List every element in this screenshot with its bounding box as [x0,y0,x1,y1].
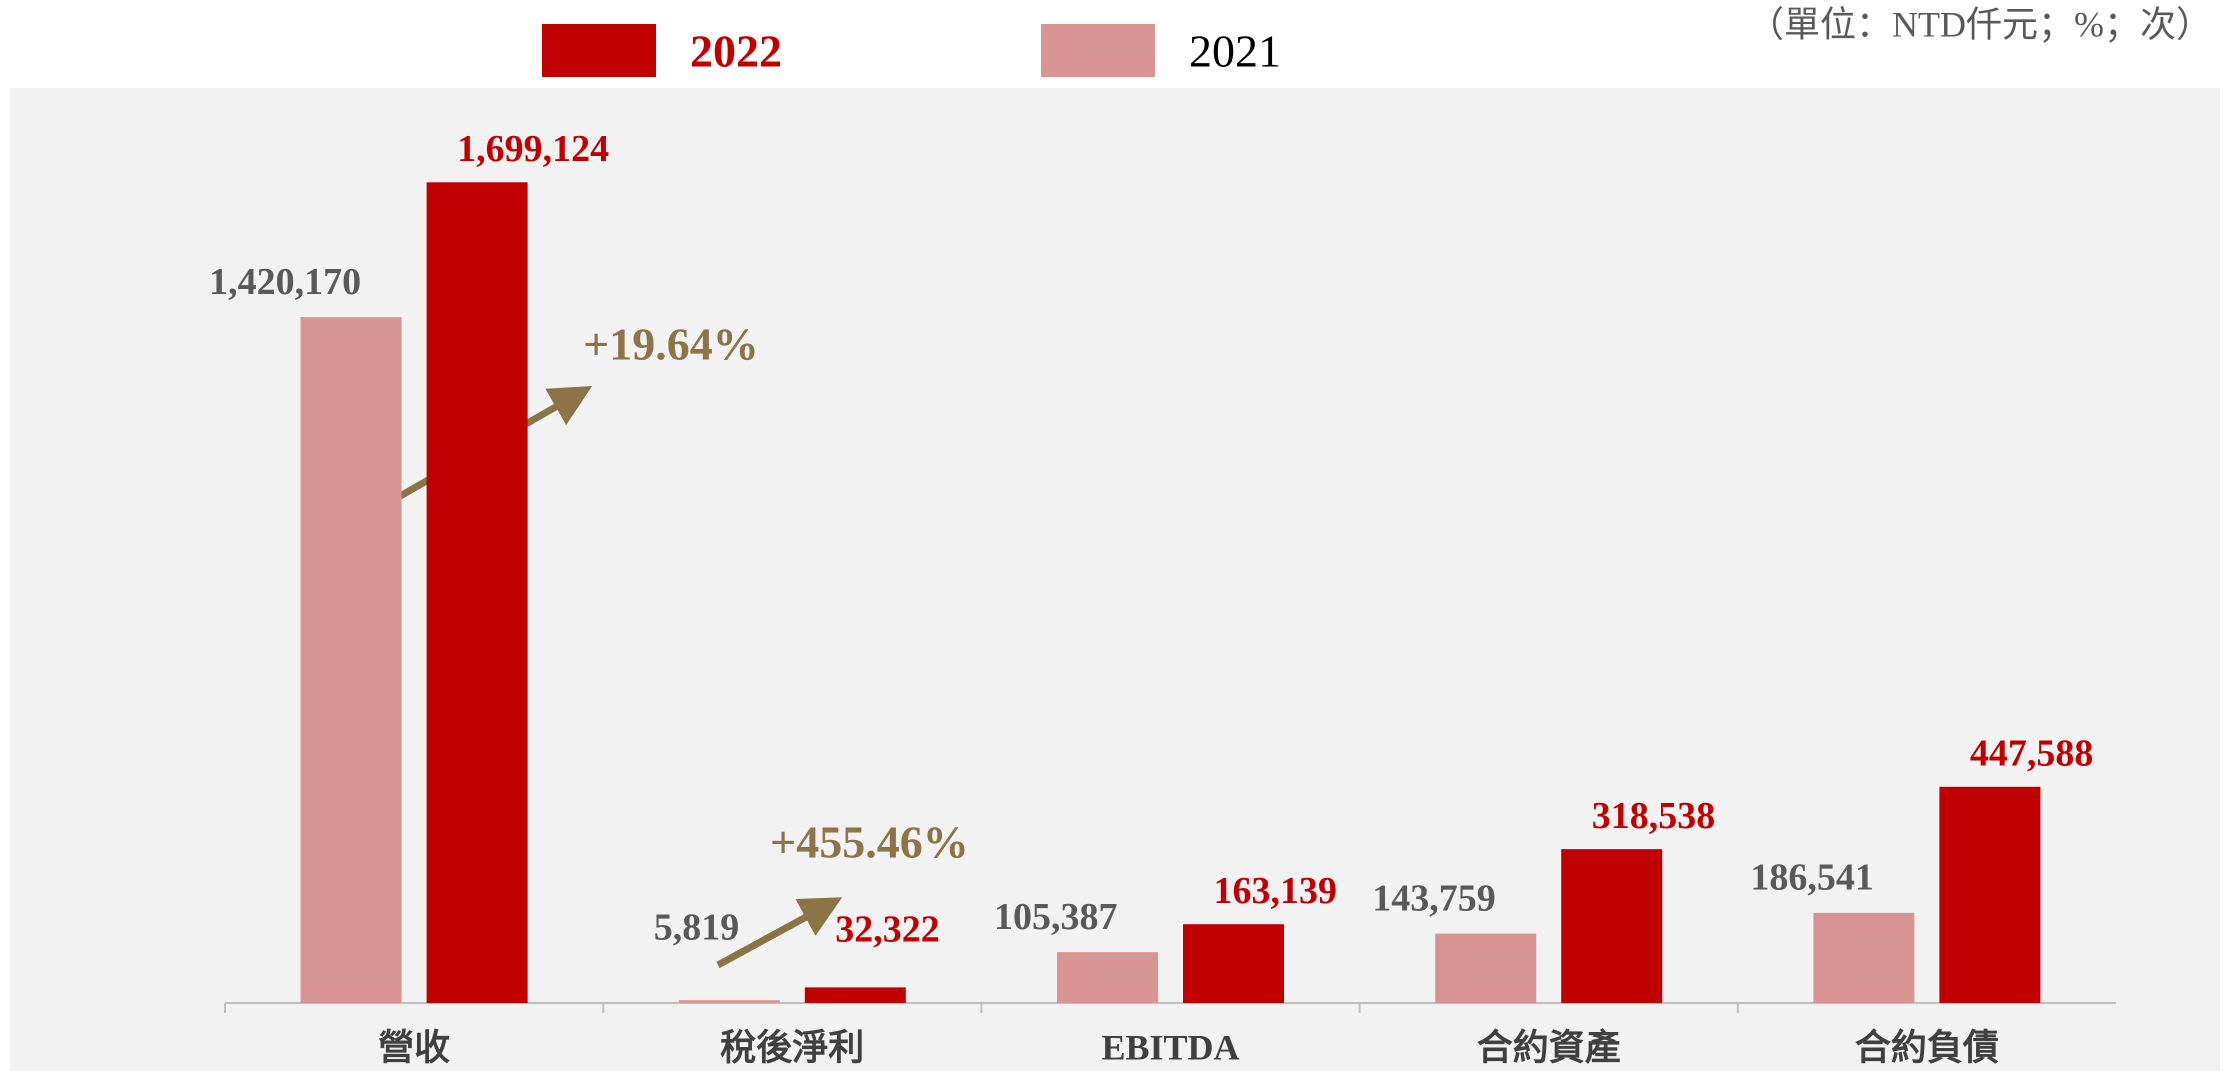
data-label: 5,819 [654,907,740,949]
data-label: 163,139 [1214,870,1338,912]
annotation: +455.46% [770,817,969,868]
arrow [716,897,843,969]
legend-swatch [1041,24,1155,77]
data-label: 105,387 [994,896,1118,938]
bar [1057,952,1158,1003]
bar [426,182,528,1003]
bar [1435,933,1537,1003]
legend-swatch [542,24,656,77]
x-tick-label: 合約負債 [1855,1027,1999,1067]
data-label: 32,322 [835,909,940,951]
data-label: 143,759 [1372,877,1496,919]
bar [804,987,906,1003]
bar [300,317,402,1004]
legend-label: 2021 [1189,26,1281,77]
x-tick-label: 稅後淨利 [720,1027,864,1067]
bar [1813,912,1915,1003]
data-label: 1,420,170 [209,261,361,303]
data-label: 1,699,124 [457,128,609,170]
data-label: 447,588 [1970,733,2093,775]
x-tick-label: EBITDA [1101,1027,1239,1067]
legend-label: 2022 [690,26,782,77]
bar [678,1000,780,1003]
annotation: +19.64% [583,319,759,370]
data-label: 318,538 [1592,795,1716,837]
x-tick-label: 營收 [378,1027,450,1067]
bar [1183,924,1284,1003]
unit-note: （單位：NTD仟元；%；次） [1748,4,2212,44]
data-label: 186,541 [1750,857,1874,899]
bar [1939,786,2041,1003]
x-tick-label: 合約資產 [1477,1027,1621,1067]
bar [1561,849,1663,1003]
